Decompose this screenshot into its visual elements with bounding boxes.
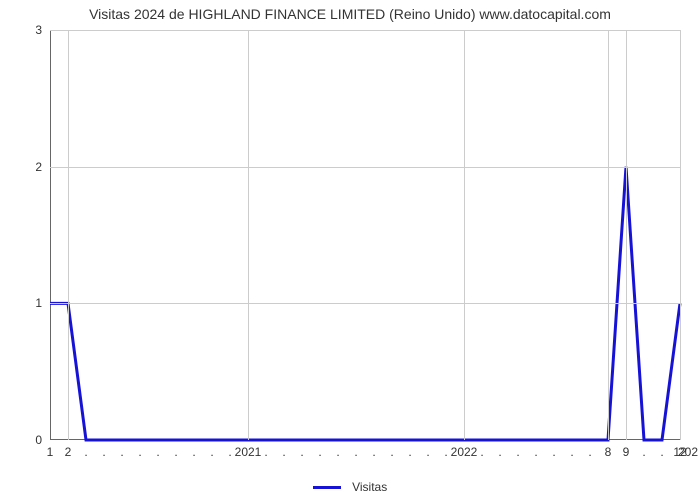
x-tick-minor: . [156, 445, 159, 459]
x-tick-minor: . [480, 445, 483, 459]
x-tick-minor: . [138, 445, 141, 459]
x-tick-label-edge: 8 [605, 445, 612, 459]
x-tick-minor: . [444, 445, 447, 459]
x-tick-minor: . [552, 445, 555, 459]
x-tick-minor: . [300, 445, 303, 459]
x-tick-minor: . [264, 445, 267, 459]
x-tick-minor: . [84, 445, 87, 459]
x-gridline [464, 30, 465, 440]
legend: Visitas [0, 480, 700, 494]
x-gridline [68, 30, 69, 440]
line-layer [50, 30, 680, 440]
x-tick-label-major: 2021 [235, 445, 262, 459]
y-gridline [50, 167, 680, 168]
y-tick-label: 2 [12, 160, 42, 174]
x-gridline [680, 30, 681, 440]
x-tick-minor: . [660, 445, 663, 459]
y-tick-label: 0 [12, 433, 42, 447]
y-tick-label: 3 [12, 23, 42, 37]
x-tick-minor: . [516, 445, 519, 459]
x-tick-minor: . [426, 445, 429, 459]
x-gridline [608, 30, 609, 440]
x-tick-minor: . [498, 445, 501, 459]
x-tick-label-edge: 2 [65, 445, 72, 459]
y-tick-label: 1 [12, 296, 42, 310]
x-tick-minor: . [282, 445, 285, 459]
x-tick-label-edge: 1 [47, 445, 54, 459]
x-tick-minor: . [642, 445, 645, 459]
legend-label: Visitas [352, 480, 387, 494]
x-tick-minor: . [588, 445, 591, 459]
x-tick-minor: . [372, 445, 375, 459]
x-tick-minor: . [390, 445, 393, 459]
x-tick-minor: . [120, 445, 123, 459]
x-tick-minor: . [228, 445, 231, 459]
x-tick-minor: . [102, 445, 105, 459]
x-tick-minor: . [192, 445, 195, 459]
plot-area [50, 30, 680, 440]
x-gridline [626, 30, 627, 440]
x-tick-minor: . [534, 445, 537, 459]
chart-title: Visitas 2024 de HIGHLAND FINANCE LIMITED… [0, 6, 700, 22]
legend-swatch [313, 486, 341, 489]
chart-container: Visitas 2024 de HIGHLAND FINANCE LIMITED… [0, 0, 700, 500]
x-tick-minor: . [336, 445, 339, 459]
y-gridline [50, 30, 680, 31]
x-tick-minor: . [408, 445, 411, 459]
x-gridline [248, 30, 249, 440]
x-tick-minor: . [354, 445, 357, 459]
x-tick-label-major: 2022 [451, 445, 478, 459]
x-tick-label-edge: 9 [623, 445, 630, 459]
x-tick-minor: . [570, 445, 573, 459]
x-tick-minor: . [210, 445, 213, 459]
x-tick-minor: . [174, 445, 177, 459]
y-gridline [50, 303, 680, 304]
x-tick-minor: . [318, 445, 321, 459]
x-tick-label-edge: 202 [678, 445, 698, 459]
